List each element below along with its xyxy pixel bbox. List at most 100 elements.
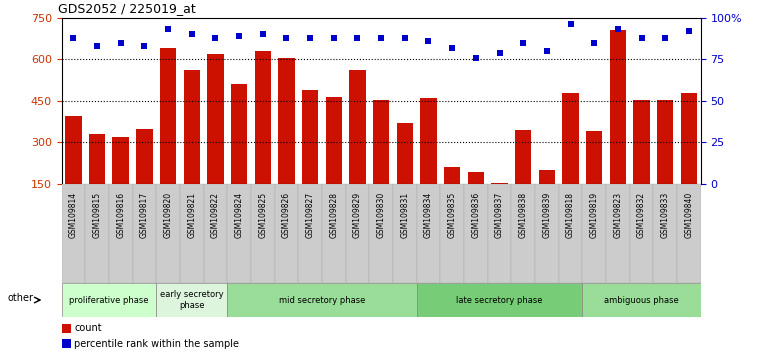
Bar [417,184,440,283]
Text: GSM109822: GSM109822 [211,192,220,238]
Text: GSM109833: GSM109833 [661,192,670,238]
Bar [132,184,156,283]
Text: proliferative phase: proliferative phase [69,296,149,304]
Text: GSM109819: GSM109819 [590,192,599,238]
Bar [562,93,579,226]
Bar [420,98,437,226]
Text: GSM109816: GSM109816 [116,192,126,238]
Bar [62,339,71,348]
Bar [515,130,531,226]
Point [351,35,363,40]
Bar [255,51,271,226]
Text: GSM109828: GSM109828 [330,192,338,238]
Bar [302,90,319,226]
Bar [180,184,203,283]
Text: GSM109818: GSM109818 [566,192,575,238]
Bar [606,184,630,283]
Bar [227,184,251,283]
Text: GSM109815: GSM109815 [92,192,102,238]
Bar [467,172,484,226]
Text: GSM109821: GSM109821 [187,192,196,238]
Text: mid secretory phase: mid secretory phase [279,296,365,304]
Text: early secretory
phase: early secretory phase [160,290,223,310]
Bar [373,99,390,226]
Text: GSM109825: GSM109825 [258,192,267,238]
Point [541,48,553,54]
Bar [207,54,224,226]
Bar [298,184,322,283]
Bar [630,184,654,283]
Point [304,35,316,40]
Bar [654,184,677,283]
Bar [657,99,674,226]
Bar [203,184,227,283]
Bar [109,184,132,283]
Bar [464,184,487,283]
Bar [227,283,417,317]
Bar [582,283,701,317]
Bar [156,184,180,283]
Bar [487,184,511,283]
Text: GSM109814: GSM109814 [69,192,78,238]
Bar [278,58,295,226]
Bar [370,184,393,283]
Point [564,22,577,27]
Bar [535,184,559,283]
Point [280,35,293,40]
Text: GSM109826: GSM109826 [282,192,291,238]
Text: GSM109836: GSM109836 [471,192,480,238]
Text: GSM109823: GSM109823 [614,192,622,238]
Text: GSM109832: GSM109832 [637,192,646,238]
Text: count: count [74,324,102,333]
Bar [393,184,417,283]
Bar [231,84,247,226]
Point [611,27,624,32]
Bar [136,129,152,226]
Bar [251,184,275,283]
Point [67,35,79,40]
Text: GDS2052 / 225019_at: GDS2052 / 225019_at [59,2,196,15]
Point [635,35,648,40]
Bar [65,116,82,226]
Text: GSM109831: GSM109831 [400,192,410,238]
Text: GSM109839: GSM109839 [542,192,551,238]
Bar [491,183,507,226]
Bar [610,30,626,226]
Text: GSM109838: GSM109838 [519,192,527,238]
Text: GSM109830: GSM109830 [377,192,386,238]
Bar [417,283,582,317]
Bar [326,97,342,226]
Text: ambiguous phase: ambiguous phase [604,296,679,304]
Point [659,35,671,40]
Bar [586,131,602,226]
Point [683,28,695,34]
Text: GSM109834: GSM109834 [424,192,433,238]
Bar [350,70,366,226]
Bar [322,184,346,283]
Bar [677,184,701,283]
Point [233,33,246,39]
Bar [275,184,298,283]
Bar [62,324,71,333]
Point [588,40,601,45]
Bar [440,184,464,283]
Text: GSM109827: GSM109827 [306,192,315,238]
Bar [444,167,460,226]
Bar [633,99,650,226]
Text: GSM109829: GSM109829 [353,192,362,238]
Bar [346,184,370,283]
Point [209,35,222,40]
Bar [511,184,535,283]
Bar [160,48,176,226]
Bar [62,184,85,283]
Point [139,43,151,49]
Bar [85,184,109,283]
Point [517,40,529,45]
Point [256,32,269,37]
Text: late secretory phase: late secretory phase [457,296,543,304]
Bar [62,283,156,317]
Point [91,43,103,49]
Bar [89,134,105,226]
Point [422,38,434,44]
Point [328,35,340,40]
